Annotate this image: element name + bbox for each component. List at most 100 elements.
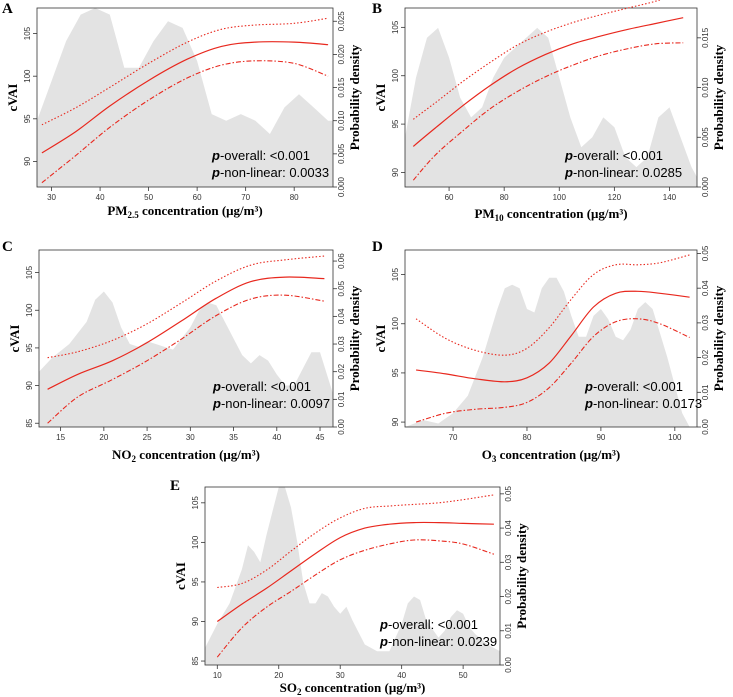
- y-axis-title: cVAI: [5, 84, 20, 112]
- x-tick-label: 60: [445, 193, 454, 202]
- y-tick-label: 105: [23, 26, 32, 40]
- y-tick-label: 105: [191, 496, 200, 510]
- x-tick-label: 25: [143, 433, 152, 442]
- y-tick-label: 100: [25, 303, 34, 317]
- y2-tick-label: 0.020: [337, 44, 346, 65]
- plot-frame: [38, 249, 334, 428]
- series-lower-line: [412, 42, 684, 181]
- y2-tick-label: 0.00: [337, 419, 346, 435]
- panel-a: 30 40 50 60 70 80 90 95 100 105 0.000 0.005 0.010 0.0…: [2, 1, 362, 220]
- x-tick-label: 80: [523, 433, 532, 442]
- y2-axis-title: Probability density: [711, 44, 726, 150]
- y-tick-label: 95: [23, 114, 32, 123]
- x-axis-title: NO2 concentration (μg/m³): [112, 447, 260, 464]
- x-tick-label: 70: [241, 193, 250, 202]
- y-tick-label: 105: [391, 20, 400, 34]
- x-axis-title: PM10 concentration (μg/m³): [474, 206, 627, 223]
- y2-tick-label: 0.02: [337, 363, 346, 379]
- x-tick-label: 60: [193, 193, 202, 202]
- y2-tick-label: 0.06: [337, 253, 346, 269]
- y2-tick-label: 0.01: [337, 391, 346, 407]
- y2-tick-label: 0.00: [701, 419, 710, 435]
- x-tick-label: 20: [274, 671, 283, 680]
- y2-tick-label: 0.02: [504, 588, 513, 604]
- x-tick-label: 40: [96, 193, 105, 202]
- x-tick-label: 50: [144, 193, 153, 202]
- y-tick-label: 90: [391, 417, 400, 426]
- panel-b: 60 80 100 120 140 90 95 100 105 0.000 0.005 0.010 0.…: [372, 0, 726, 223]
- plot-frame: [404, 249, 698, 428]
- p-overall-annotation: p-overall: <0.001: [211, 148, 310, 163]
- y2-tick-label: 0.03: [504, 554, 513, 570]
- y-tick-label: 95: [391, 368, 400, 377]
- y-tick-label: 100: [391, 317, 400, 331]
- series-lower-line: [41, 60, 329, 184]
- y2-tick-label: 0.00: [504, 657, 513, 673]
- series-estimate-line: [216, 521, 494, 622]
- y2-axis-title: Probability density: [514, 523, 529, 629]
- y-axis-title: cVAI: [7, 325, 22, 353]
- p-overall-annotation: p-overall: <0.001: [564, 148, 663, 163]
- x-tick-label: 10: [213, 671, 222, 680]
- series-estimate-line: [41, 41, 329, 154]
- x-tick-label: 15: [56, 433, 65, 442]
- y2-tick-label: 0.025: [337, 11, 346, 32]
- panel-letter: D: [372, 239, 383, 255]
- y-tick-label: 100: [391, 69, 400, 83]
- density-area: [405, 27, 697, 188]
- y2-tick-label: 0.05: [337, 280, 346, 296]
- density-area: [405, 277, 697, 427]
- panel-letter: E: [170, 478, 180, 494]
- x-axis-title: SO2 concentration (μg/m³): [280, 680, 426, 697]
- y-tick-label: 85: [25, 418, 34, 427]
- y2-tick-label: 0.05: [504, 486, 513, 502]
- x-tick-label: 100: [668, 433, 682, 442]
- y-axis-title: cVAI: [373, 84, 388, 112]
- x-tick-label: 35: [229, 433, 238, 442]
- y2-tick-label: 0.015: [701, 27, 710, 48]
- p-overall-annotation: p-overall: <0.001: [379, 617, 478, 632]
- y2-tick-label: 0.005: [701, 127, 710, 148]
- x-tick-label: 70: [449, 433, 458, 442]
- y2-tick-label: 0.010: [701, 77, 710, 98]
- y-tick-label: 105: [25, 265, 34, 279]
- series-upper-line: [415, 254, 690, 356]
- series-lower-line: [47, 294, 325, 424]
- density-area: [39, 291, 333, 427]
- y-axis-title: cVAI: [173, 562, 188, 590]
- p-nonlinear-annotation: p-non-linear: 0.0239: [379, 634, 497, 649]
- y-tick-label: 90: [191, 616, 200, 625]
- series-estimate-line: [416, 290, 690, 383]
- series-estimate-line: [412, 17, 684, 147]
- plot-frame: [36, 7, 334, 188]
- x-tick-label: 30: [336, 671, 345, 680]
- x-tick-label: 100: [553, 193, 567, 202]
- y-tick-label: 95: [391, 119, 400, 128]
- p-nonlinear-annotation: p-non-linear: 0.0173: [584, 396, 702, 411]
- y2-tick-label: 0.01: [701, 384, 710, 400]
- p-nonlinear-annotation: p-non-linear: 0.0033: [211, 165, 329, 180]
- x-tick-label: 20: [99, 433, 108, 442]
- y-tick-label: 90: [25, 381, 34, 390]
- plot-frame: [204, 486, 501, 666]
- x-tick-label: 45: [316, 433, 325, 442]
- plot-frame: [404, 7, 698, 188]
- x-axis-title: PM2.5 concentration (μg/m³): [107, 203, 262, 220]
- y2-tick-label: 0.02: [701, 349, 710, 365]
- y-tick-label: 85: [191, 656, 200, 665]
- panel-e: 10 20 30 40 50 85 90 95 100 105 0.00 0.01 0.02 0.03 0.…: [170, 478, 529, 697]
- x-tick-label: 90: [596, 433, 605, 442]
- y2-tick-label: 0.04: [701, 280, 710, 296]
- x-tick-label: 50: [459, 671, 468, 680]
- y2-axis-title: Probability density: [347, 44, 362, 150]
- y2-tick-label: 0.000: [701, 176, 710, 197]
- y2-tick-label: 0.000: [337, 176, 346, 197]
- y2-axis-title: Probability density: [711, 285, 726, 391]
- y2-tick-label: 0.04: [337, 308, 346, 324]
- series-upper-line: [412, 0, 662, 120]
- x-tick-label: 30: [186, 433, 195, 442]
- p-overall-annotation: p-overall: <0.001: [584, 379, 683, 394]
- y2-tick-label: 0.04: [504, 520, 513, 536]
- y-tick-label: 100: [23, 69, 32, 83]
